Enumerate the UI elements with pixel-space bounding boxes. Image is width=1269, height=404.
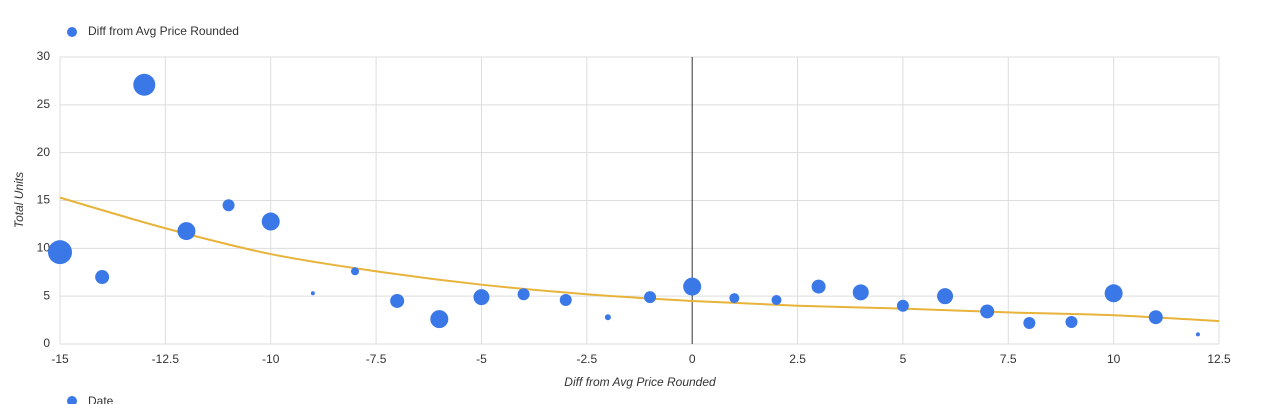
bubble (1023, 316, 1036, 329)
x-tick-label: -15 (51, 352, 69, 366)
y-tick-label: 0 (43, 336, 50, 350)
bubble (310, 291, 315, 296)
bubble (937, 288, 954, 305)
bubble (261, 212, 280, 231)
x-tick-label: -7.5 (366, 352, 387, 366)
y-axis-title: Total Units (12, 172, 26, 228)
x-tick-label: 10 (1107, 352, 1121, 366)
x-tick-label: 0 (689, 352, 696, 366)
x-tick-label: 7.5 (1000, 352, 1017, 366)
bubble (1065, 315, 1078, 328)
bubble (1148, 310, 1163, 325)
bubble (95, 270, 110, 285)
bubble (852, 284, 869, 301)
y-tick-label: 20 (37, 145, 51, 159)
bubble (644, 291, 657, 304)
y-tick-label: 10 (37, 241, 51, 255)
bubble (48, 240, 72, 265)
bubble (811, 279, 826, 294)
y-tick-label: 30 (37, 49, 51, 63)
bubble (222, 199, 235, 212)
bubble (1195, 332, 1200, 337)
legend-marker (67, 396, 77, 404)
x-tick-label: -12.5 (152, 352, 180, 366)
x-tick-label: 5 (900, 352, 907, 366)
bubble (517, 288, 530, 301)
bubble (390, 293, 405, 308)
y-tick-label: 25 (37, 97, 51, 111)
y-tick-label: 15 (37, 193, 51, 207)
x-tick-label: -10 (262, 352, 280, 366)
legend-label: Date (88, 394, 114, 404)
bubble (351, 267, 360, 276)
bubble (430, 310, 449, 329)
x-tick-label: -2.5 (576, 352, 597, 366)
x-tick-label: 12.5 (1207, 352, 1231, 366)
x-axis-title: Diff from Avg Price Rounded (564, 375, 716, 389)
bubble (729, 293, 740, 304)
bubble (771, 294, 782, 305)
x-tick-label: 2.5 (789, 352, 806, 366)
y-tick-label: 5 (43, 288, 50, 302)
bubble (559, 293, 572, 306)
bubble (604, 314, 611, 321)
x-tick-label: -5 (476, 352, 487, 366)
trendline (59, 196, 1220, 323)
bubble (177, 222, 196, 241)
bubble (133, 73, 156, 96)
bubble (980, 304, 995, 319)
bubble (896, 299, 909, 312)
bubble (473, 289, 490, 306)
bubble (1104, 284, 1123, 303)
legend-label: Diff from Avg Price Rounded (88, 24, 239, 38)
bubble (683, 277, 702, 296)
legend-marker (67, 27, 77, 37)
